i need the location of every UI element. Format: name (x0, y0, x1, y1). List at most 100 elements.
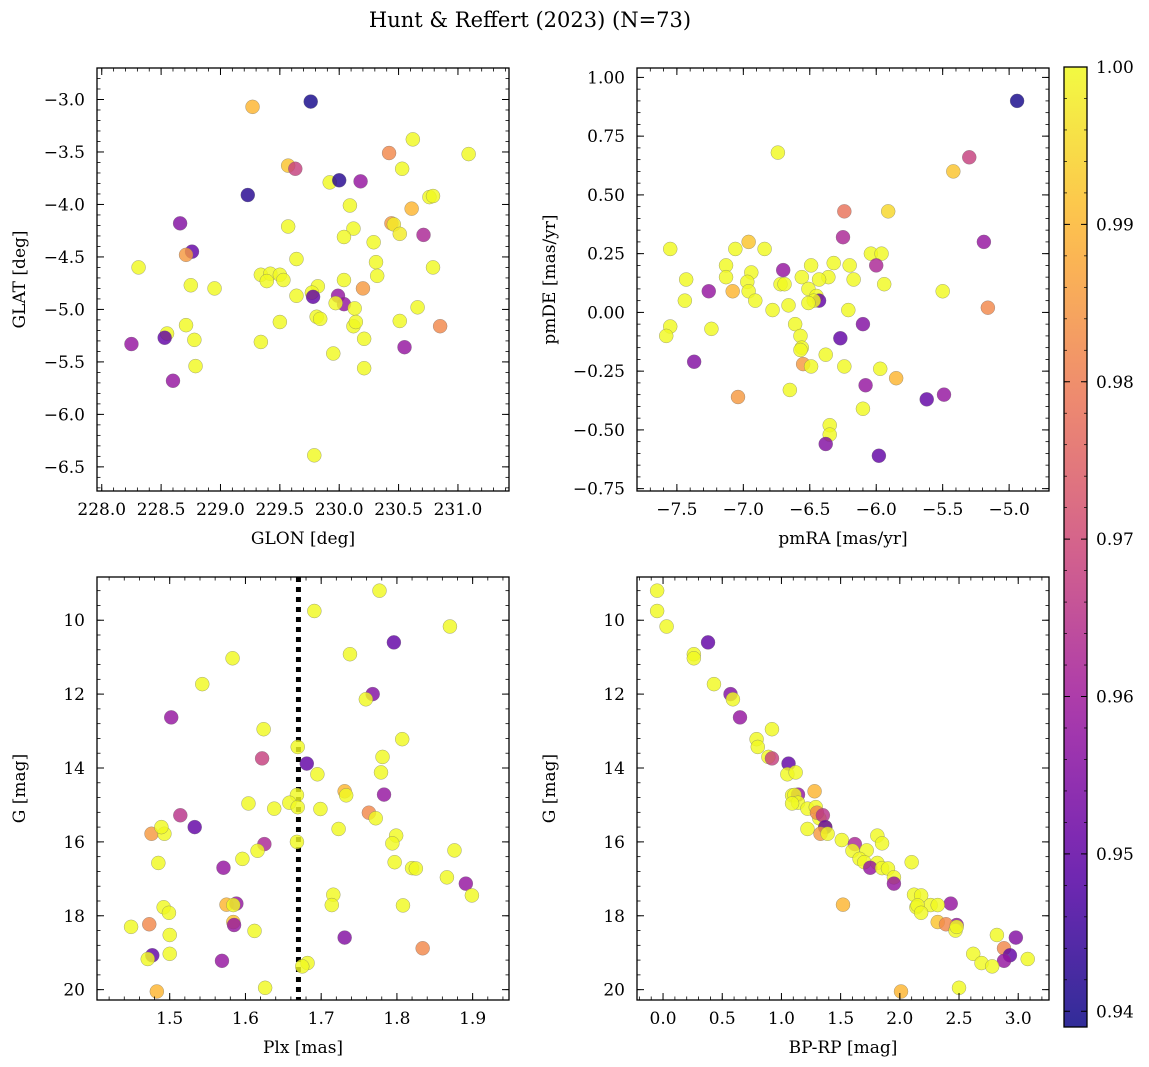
scatter-point (416, 227, 431, 243)
scatter-point (775, 262, 791, 278)
scatter-point (678, 272, 694, 287)
x-tick-label: 229.5 (256, 500, 305, 520)
axes-frame (96, 67, 510, 492)
scatter-point (404, 201, 419, 216)
y-axis-label: GLAT [deg] (10, 230, 30, 328)
y-tick-label: 14 (603, 759, 625, 779)
scatter-point (410, 300, 425, 315)
scatter-point (394, 161, 410, 177)
scatter-point (801, 295, 816, 311)
scatter-point (741, 234, 756, 250)
scatter-point (366, 234, 381, 250)
scatter-point (257, 980, 273, 996)
scatter-point (677, 293, 693, 308)
colorbar-tick-label: 0.99 (1096, 215, 1134, 235)
colorbar-tick-label: 0.97 (1096, 530, 1134, 550)
colorbar-tick-label: 0.94 (1096, 1002, 1134, 1022)
scatter-point (658, 328, 674, 344)
scatter-point (225, 651, 240, 666)
scatter-point (124, 336, 139, 352)
axes-frame (636, 67, 1050, 492)
scatter-point (161, 905, 177, 921)
scatter-points (123, 583, 480, 999)
x-tick-label: 1.0 (768, 1009, 795, 1029)
panel-1: 228.0 228.5 229.0 229.5 230.0 230.5 231.0 −6.5 −… (10, 67, 510, 549)
x-tick-label: 231.0 (434, 500, 483, 520)
scatter-point (659, 619, 674, 634)
scatter-point (868, 258, 884, 273)
scatter-point (837, 359, 852, 374)
scatter-point (290, 799, 305, 815)
y-tick-label: 18 (63, 907, 85, 927)
scatter-point (996, 953, 1012, 969)
x-tick-label: 228.5 (137, 500, 186, 520)
panel-2: −7.5 −7.0 −6.5 −6.0 −5.5 −5.0 −0.75 −0.50 −0.25 0… (540, 67, 1050, 549)
scatter-point (245, 99, 260, 115)
x-tick-label: 0.0 (650, 1009, 677, 1029)
scatter-point (858, 378, 873, 393)
colorbar-tick-label: 0.95 (1096, 845, 1134, 865)
x-tick-label: 230.0 (315, 500, 364, 520)
scatter-point (686, 354, 702, 369)
x-tick-label: −6.0 (856, 500, 897, 520)
y-tick-label: 20 (603, 981, 625, 1001)
scatter-point (178, 317, 194, 333)
scatter-point (299, 756, 315, 771)
scatter-point (356, 360, 372, 376)
scatter-point (241, 796, 256, 811)
x-tick-label: 1.5 (827, 1009, 854, 1029)
scatter-point (216, 860, 231, 875)
scatter-point (874, 836, 890, 851)
scatter-point (368, 254, 384, 270)
scatter-point (837, 204, 852, 219)
y-tick-label: −4.0 (44, 195, 85, 215)
scatter-point (943, 896, 958, 911)
colorbar-tick-label: 0.98 (1096, 373, 1134, 393)
y-tick-label: 0.00 (587, 303, 625, 323)
scatter-point (415, 941, 430, 956)
scatter-point (788, 765, 803, 780)
scatter-point (290, 739, 305, 755)
x-tick-label: −5.0 (988, 500, 1029, 520)
scatter-point (336, 272, 352, 288)
scatter-point (310, 767, 325, 782)
scatter-point (207, 281, 222, 296)
panel-3: 1.5 1.6 1.7 1.8 1.9 10 12 14 16 18 20 Plx [mas] G [m… (10, 576, 510, 1058)
scatter-point (353, 174, 368, 189)
scatter-point (226, 897, 241, 913)
scatter-point (259, 273, 275, 289)
scatter-point (951, 980, 967, 996)
scatter-point (172, 216, 188, 231)
y-tick-label: 1.00 (587, 68, 625, 88)
scatter-point (140, 951, 155, 967)
x-axis-label: GLON [deg] (251, 529, 355, 549)
x-tick-label: 228.0 (77, 500, 126, 520)
scatter-point (381, 145, 397, 161)
scatter-point (432, 318, 448, 334)
colorbar-tick-label: 0.96 (1096, 688, 1134, 708)
x-tick-label: 2.5 (945, 1009, 972, 1029)
scatter-points (649, 583, 1035, 999)
x-axis-label: Plx [mas] (263, 1038, 343, 1058)
scatter-point (725, 692, 741, 707)
y-tick-label: −3.0 (44, 90, 85, 110)
figure-title: Hunt & Reffert (2023) (N=73) (369, 8, 691, 32)
scatter-point (649, 603, 665, 619)
scatter-point (764, 721, 780, 737)
y-axis-label: pmDE [mas/yr] (540, 214, 560, 344)
scatter-point (151, 855, 166, 871)
scatter-point (976, 234, 992, 250)
scatter-point (162, 946, 177, 962)
axes-frame (96, 576, 510, 1001)
scatter-point (328, 295, 343, 311)
scatter-point (240, 187, 256, 203)
x-tick-label: 0.5 (709, 1009, 736, 1029)
scatter-point (336, 229, 352, 245)
axes-frame (636, 576, 1050, 1001)
scatter-point (706, 676, 722, 692)
scatter-point (946, 164, 961, 179)
scatter-point (289, 834, 305, 850)
scatter-point (149, 984, 165, 999)
scatter-point (949, 919, 964, 935)
y-tick-label: 10 (63, 611, 85, 631)
